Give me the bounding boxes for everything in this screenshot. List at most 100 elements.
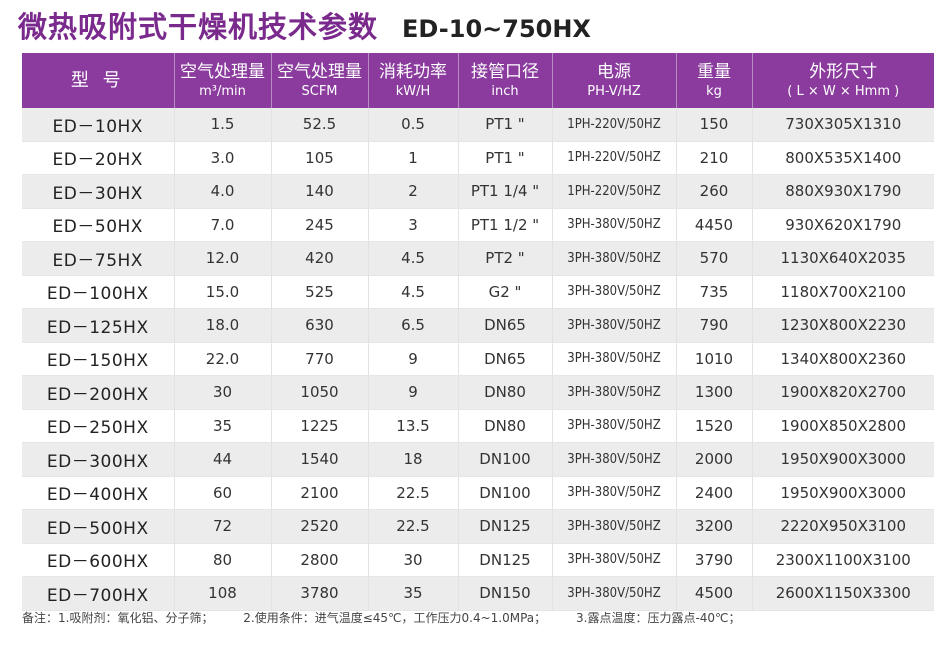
cell-power-supply: 3PH-380V/50HZ bbox=[551, 543, 676, 577]
cell-dimensions: 1900X820X2700 bbox=[751, 375, 934, 410]
cell-pipe-size: DN80 bbox=[457, 375, 552, 410]
cell-dimensions: 1900X850X2800 bbox=[751, 409, 934, 443]
header-air-flow-scfm: 空气处理量 SCFM bbox=[270, 53, 368, 108]
cell-model: ED－250HX bbox=[22, 409, 174, 443]
spec-table: 型 号 空气处理量 m³/min 空气处理量 SCFM 消耗功率 kW/H 接管… bbox=[22, 53, 934, 611]
cell-model: ED－30HX bbox=[22, 174, 174, 209]
header-unit: SCFM bbox=[301, 84, 338, 99]
cell-dimensions: 730X305X1310 bbox=[751, 108, 934, 142]
cell-dimensions: 1340X800X2360 bbox=[751, 342, 934, 376]
cell-power-supply: 3PH-380V/50HZ bbox=[551, 342, 676, 376]
header-label: 型 号 bbox=[70, 69, 125, 91]
header-model: 型 号 bbox=[22, 53, 174, 108]
cell-air-flow-m3: 15.0 bbox=[173, 275, 271, 309]
header-label: 电源 bbox=[597, 62, 631, 82]
cell-weight: 260 bbox=[675, 174, 752, 209]
cell-weight: 4500 bbox=[675, 576, 752, 611]
cell-dimensions: 1130X640X2035 bbox=[751, 241, 934, 276]
cell-pipe-size: DN80 bbox=[457, 409, 552, 443]
cell-pipe-size: G2 " bbox=[457, 275, 552, 309]
cell-pipe-size: PT1 1/2 " bbox=[457, 208, 552, 242]
cell-model: ED－20HX bbox=[22, 141, 174, 175]
cell-air-flow-m3: 30 bbox=[173, 375, 271, 410]
cell-air-flow-m3: 108 bbox=[173, 576, 271, 611]
cell-pipe-size: DN65 bbox=[457, 342, 552, 376]
page-title: 微热吸附式干燥机技术参数 bbox=[18, 10, 379, 44]
cell-model: ED－700HX bbox=[22, 576, 174, 611]
cell-dimensions: 800X535X1400 bbox=[751, 141, 934, 175]
header-unit: PH-V/HZ bbox=[587, 84, 641, 99]
cell-air-flow-scfm: 770 bbox=[270, 342, 368, 376]
cell-air-flow-m3: 44 bbox=[173, 442, 271, 477]
cell-model: ED－200HX bbox=[22, 375, 174, 410]
cell-air-flow-scfm: 2520 bbox=[270, 509, 368, 544]
cell-power-supply: 3PH-380V/50HZ bbox=[551, 241, 676, 276]
cell-dimensions: 1180X700X2100 bbox=[751, 275, 934, 309]
footnote: 备注：1.吸附剂：氧化铝、分子筛； 2.使用条件：进气温度≤45℃，工作压力0.… bbox=[22, 609, 767, 626]
cell-power-supply: 3PH-380V/50HZ bbox=[551, 275, 676, 309]
header-unit: inch bbox=[491, 84, 519, 99]
cell-dimensions: 930X620X1790 bbox=[751, 208, 934, 242]
header-weight: 重量 kg bbox=[675, 53, 752, 108]
cell-power: 18 bbox=[367, 442, 458, 477]
cell-air-flow-m3: 18.0 bbox=[173, 308, 271, 343]
cell-air-flow-m3: 7.0 bbox=[173, 208, 271, 242]
cell-air-flow-scfm: 1225 bbox=[270, 409, 368, 443]
cell-model: ED－300HX bbox=[22, 442, 174, 477]
header-label: 空气处理量 bbox=[277, 62, 362, 82]
cell-pipe-size: PT1 " bbox=[457, 108, 552, 142]
cell-model: ED－10HX bbox=[22, 108, 174, 142]
cell-air-flow-m3: 22.0 bbox=[173, 342, 271, 376]
cell-power: 35 bbox=[367, 576, 458, 611]
table-row: ED－10HX 1.5 52.5 0.5 PT1 " 1PH-220V/50HZ 150 73… bbox=[22, 108, 934, 142]
cell-power: 4.5 bbox=[367, 275, 458, 309]
cell-air-flow-scfm: 630 bbox=[270, 308, 368, 343]
header-label: 空气处理量 bbox=[180, 62, 265, 82]
table-row: ED－300HX 44 1540 18 DN100 3PH-380V/50HZ 2000 19… bbox=[22, 442, 934, 477]
cell-power-supply: 3PH-380V/50HZ bbox=[551, 375, 676, 410]
header-power-supply: 电源 PH-V/HZ bbox=[551, 53, 676, 108]
table-header: 型 号 空气处理量 m³/min 空气处理量 SCFM 消耗功率 kW/H 接管… bbox=[22, 53, 934, 108]
cell-power: 4.5 bbox=[367, 241, 458, 276]
cell-air-flow-m3: 72 bbox=[173, 509, 271, 544]
cell-air-flow-m3: 12.0 bbox=[173, 241, 271, 276]
cell-power-supply: 3PH-380V/50HZ bbox=[551, 442, 676, 477]
cell-pipe-size: DN125 bbox=[457, 509, 552, 544]
cell-air-flow-m3: 80 bbox=[173, 543, 271, 577]
cell-pipe-size: PT1 1/4 " bbox=[457, 174, 552, 209]
cell-power: 0.5 bbox=[367, 108, 458, 142]
spec-table-container: 型 号 空气处理量 m³/min 空气处理量 SCFM 消耗功率 kW/H 接管… bbox=[22, 53, 934, 611]
cell-air-flow-scfm: 52.5 bbox=[270, 108, 368, 142]
cell-pipe-size: DN100 bbox=[457, 476, 552, 510]
cell-power-supply: 1PH-220V/50HZ bbox=[551, 108, 676, 142]
cell-power: 3 bbox=[367, 208, 458, 242]
cell-power: 22.5 bbox=[367, 509, 458, 544]
cell-weight: 1300 bbox=[675, 375, 752, 410]
footnote-dew-point: 3.露点温度：压力露点-40℃； bbox=[576, 611, 741, 625]
table-row: ED－100HX 15.0 525 4.5 G2 " 3PH-380V/50HZ 735 11… bbox=[22, 275, 934, 309]
cell-air-flow-scfm: 3780 bbox=[270, 576, 368, 611]
cell-air-flow-scfm: 105 bbox=[270, 141, 368, 175]
cell-power-supply: 3PH-380V/50HZ bbox=[551, 509, 676, 544]
header-air-flow-m3: 空气处理量 m³/min bbox=[173, 53, 271, 108]
cell-power: 1 bbox=[367, 141, 458, 175]
cell-model: ED－50HX bbox=[22, 208, 174, 242]
cell-weight: 735 bbox=[675, 275, 752, 309]
cell-pipe-size: PT2 " bbox=[457, 241, 552, 276]
cell-power-supply: 3PH-380V/50HZ bbox=[551, 208, 676, 242]
cell-power: 22.5 bbox=[367, 476, 458, 510]
header-dimensions: 外形尺寸 ( L × W × Hmm ) bbox=[751, 53, 934, 108]
cell-air-flow-scfm: 525 bbox=[270, 275, 368, 309]
cell-power-supply: 3PH-380V/50HZ bbox=[551, 409, 676, 443]
cell-air-flow-m3: 35 bbox=[173, 409, 271, 443]
cell-model: ED－600HX bbox=[22, 543, 174, 577]
cell-air-flow-scfm: 245 bbox=[270, 208, 368, 242]
cell-dimensions: 1950X900X3000 bbox=[751, 476, 934, 510]
cell-dimensions: 2220X950X3100 bbox=[751, 509, 934, 544]
cell-pipe-size: DN100 bbox=[457, 442, 552, 477]
table-row: ED－400HX 60 2100 22.5 DN100 3PH-380V/50HZ 2400… bbox=[22, 476, 934, 510]
cell-pipe-size: DN65 bbox=[457, 308, 552, 343]
header-label: 消耗功率 bbox=[379, 62, 447, 82]
cell-pipe-size: PT1 " bbox=[457, 141, 552, 175]
header-pipe-size: 接管口径 inch bbox=[457, 53, 552, 108]
